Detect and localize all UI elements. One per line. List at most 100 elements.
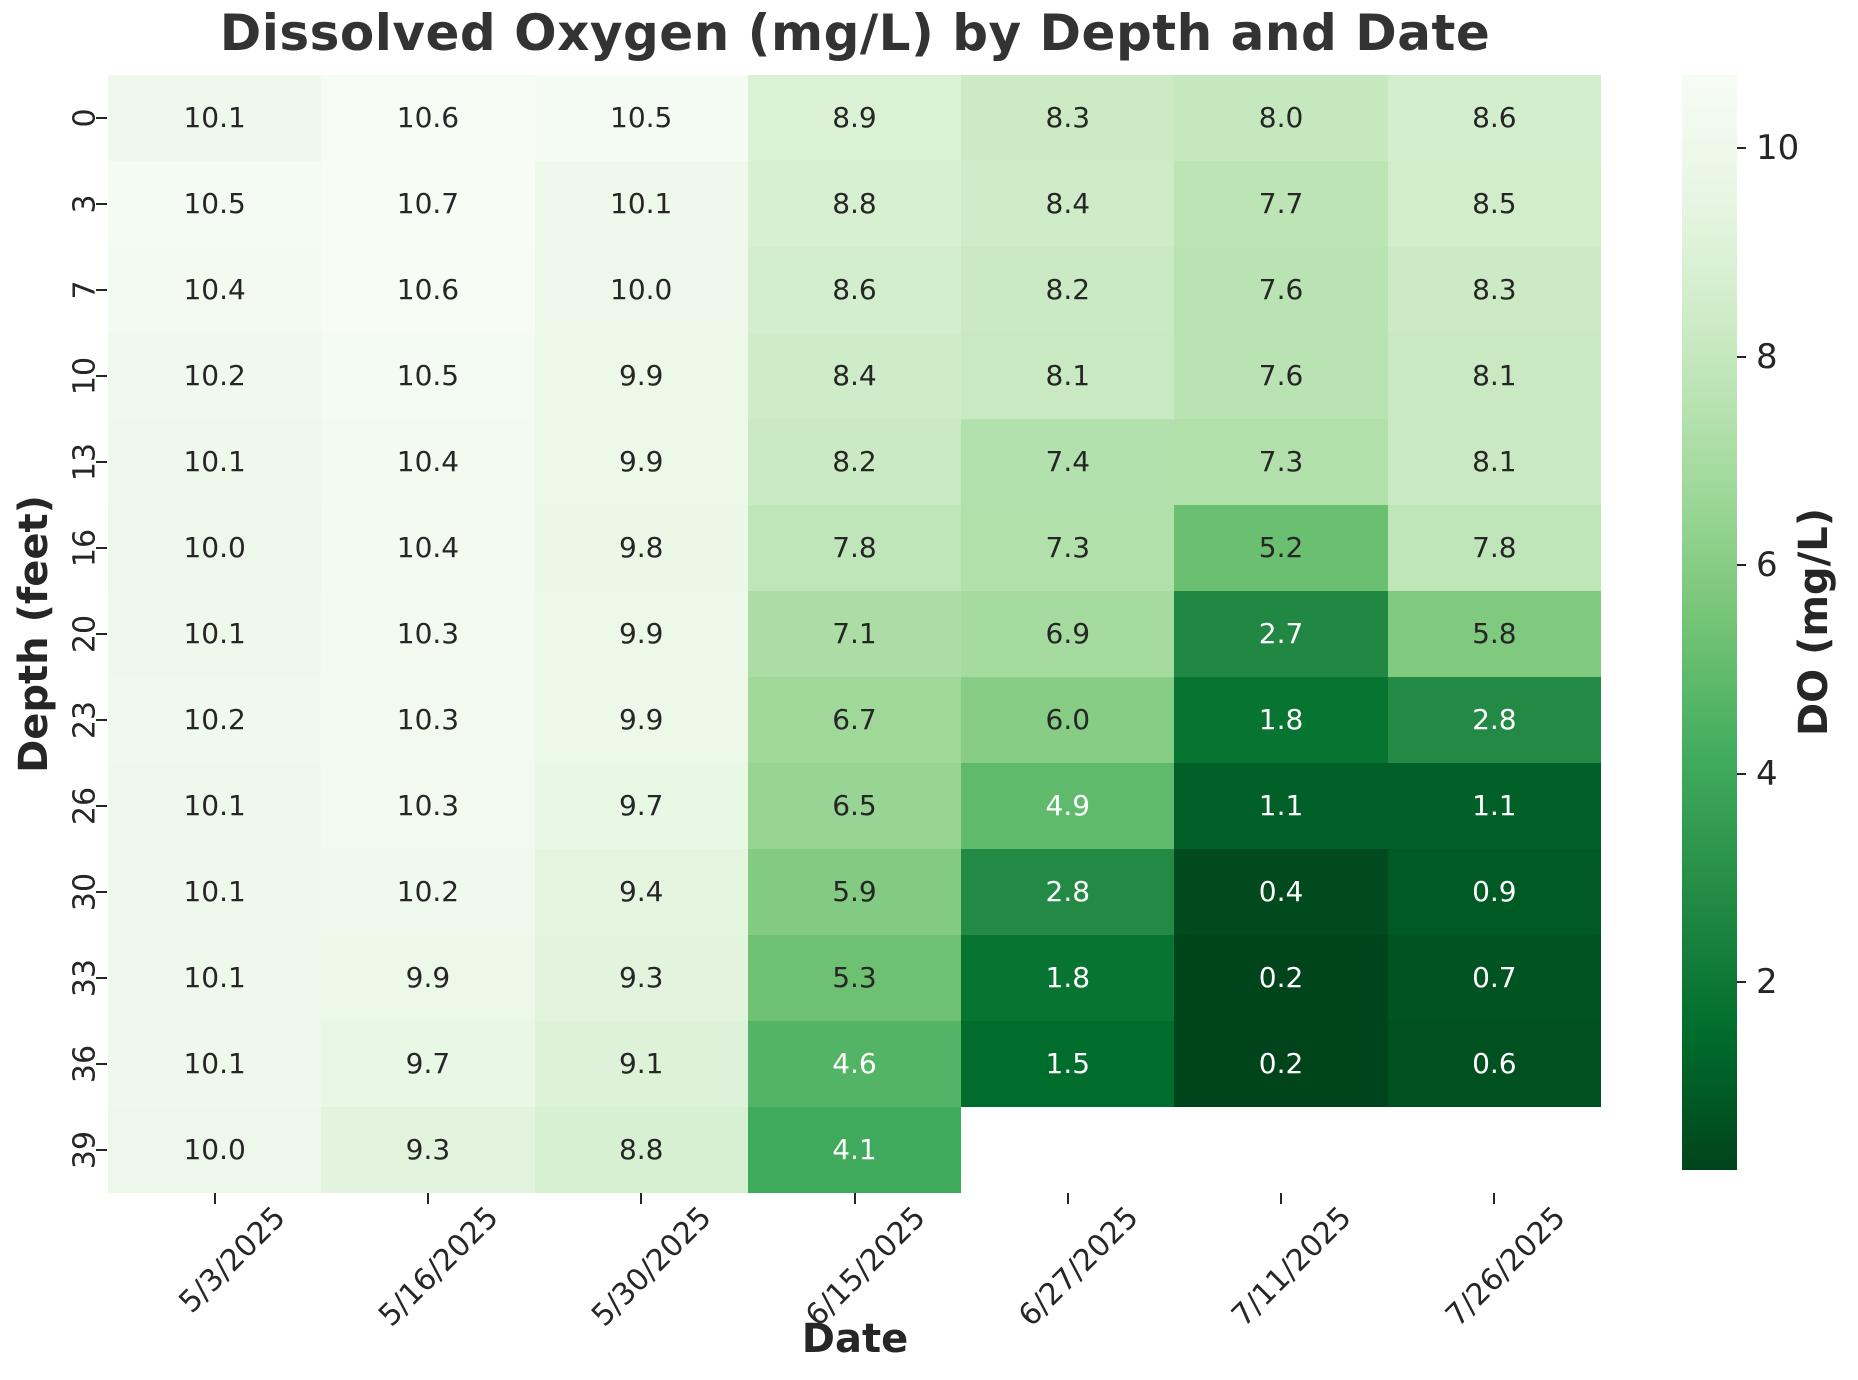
- cell-value: 6.5: [832, 789, 877, 822]
- heatmap-cell: 10.4: [321, 505, 535, 591]
- y-tick-mark: [96, 203, 107, 205]
- heatmap-cell: 7.4: [961, 419, 1175, 505]
- heatmap-cell: 7.8: [1387, 505, 1601, 591]
- x-tick-mark: [1493, 1193, 1496, 1204]
- cell-value: 8.5: [1472, 187, 1517, 220]
- heatmap-cell: 10.2: [321, 849, 535, 935]
- heatmap-cell: 0.4: [1174, 849, 1388, 935]
- cell-value: 8.6: [832, 273, 877, 306]
- heatmap-cell: 8.5: [1387, 161, 1601, 247]
- heatmap-cell: 8.2: [961, 247, 1175, 333]
- heatmap-cell: 10.1: [108, 763, 322, 849]
- heatmap-cell: 2.8: [961, 849, 1175, 935]
- cell-value: 8.1: [1045, 359, 1091, 392]
- heatmap-cell: 8.4: [747, 333, 962, 419]
- colorbar-tick-mark: [1737, 147, 1746, 149]
- heatmap-cell: 10.1: [108, 591, 322, 677]
- cell-value: 10.1: [183, 101, 246, 134]
- colorbar-tick-label: 8: [1756, 336, 1778, 377]
- x-tick-mark: [1066, 1193, 1069, 1204]
- heatmap-cell: 0.9: [1387, 849, 1601, 935]
- cell-value: 8.3: [1472, 273, 1517, 306]
- colorbar-gradient: [1682, 75, 1737, 1170]
- x-tick-mark: [213, 1193, 216, 1204]
- cell-value: 7.4: [1045, 445, 1091, 478]
- heatmap-cell: 7.8: [747, 505, 962, 591]
- cell-value: 8.4: [832, 359, 877, 392]
- colorbar-tick-mark: [1737, 564, 1746, 567]
- cell-value: 0.4: [1258, 875, 1304, 908]
- cell-value: 8.1: [1472, 359, 1517, 392]
- heatmap-cell: 10.2: [108, 677, 322, 763]
- cell-value: 10.3: [396, 703, 460, 736]
- x-tick-label: 7/26/2025: [1438, 1200, 1573, 1334]
- x-tick-mark: [1280, 1193, 1283, 1204]
- cell-value: 9.1: [618, 1047, 664, 1080]
- cell-value: 7.8: [832, 531, 877, 564]
- heatmap-cell: 1.8: [961, 935, 1175, 1021]
- heatmap-cell: 10.0: [108, 505, 322, 591]
- heatmap-cell: 9.9: [534, 333, 748, 419]
- heatmap-cell: 8.4: [961, 161, 1175, 247]
- heatmap-cell: 0.2: [1174, 1021, 1388, 1107]
- heatmap-cell: 8.8: [534, 1107, 748, 1193]
- cell-value: 0.7: [1472, 961, 1517, 994]
- heatmap-cell: 7.7: [1174, 161, 1388, 247]
- heatmap-cell: 5.8: [1387, 591, 1601, 677]
- heatmap-cell: 9.7: [321, 1021, 535, 1107]
- x-tick-label: 7/11/2025: [1225, 1200, 1359, 1334]
- cell-value: 7.7: [1258, 187, 1304, 220]
- heatmap-cell: 8.1: [1387, 419, 1601, 505]
- cell-value: 10.5: [610, 101, 673, 134]
- heatmap-cell: 10.2: [108, 333, 322, 419]
- x-tick-label: 5/16/2025: [372, 1200, 506, 1334]
- cell-value: 7.3: [1045, 531, 1091, 564]
- cell-value: 0.6: [1472, 1047, 1517, 1080]
- colorbar-tick-label: 4: [1756, 753, 1778, 794]
- cell-value: 10.6: [396, 101, 460, 134]
- cell-value: 10.0: [183, 1133, 246, 1166]
- cell-value: 8.8: [832, 187, 877, 220]
- heatmap-cell: 9.4: [534, 849, 748, 935]
- cell-value: 2.8: [1045, 875, 1091, 908]
- heatmap-cell: 9.9: [534, 677, 748, 763]
- cell-value: 1.8: [1045, 961, 1091, 994]
- y-tick-mark: [96, 117, 107, 119]
- heatmap-cell: 8.3: [1387, 247, 1601, 333]
- y-tick-mark: [96, 1149, 107, 1151]
- cell-value: 10.1: [183, 1047, 246, 1080]
- heatmap-cell: 4.6: [747, 1021, 962, 1107]
- heatmap-cell: 10.1: [108, 419, 322, 505]
- heatmap-cell: 8.6: [1387, 75, 1601, 161]
- heatmap-cell: 10.4: [321, 419, 535, 505]
- cell-value: 8.6: [1472, 101, 1517, 134]
- heatmap-cell: 9.9: [534, 419, 748, 505]
- heatmap-cell: 8.3: [961, 75, 1175, 161]
- cell-value: 10.2: [183, 359, 246, 392]
- heatmap-cell: 6.9: [961, 591, 1175, 677]
- cell-value: 10.4: [396, 531, 460, 564]
- cell-value: 9.3: [405, 1133, 451, 1166]
- heatmap-cell: 7.6: [1174, 247, 1388, 333]
- heatmap-cell: 5.2: [1174, 505, 1388, 591]
- y-tick-mark: [96, 633, 107, 635]
- cell-value: 4.6: [832, 1047, 877, 1080]
- heatmap-cell: 2.8: [1387, 677, 1601, 763]
- cell-value: 2.8: [1472, 703, 1517, 736]
- heatmap-cell: 8.8: [747, 161, 962, 247]
- heatmap-cell: 7.3: [961, 505, 1175, 591]
- heatmap-cell: 7.3: [1174, 419, 1388, 505]
- x-tick-mark: [853, 1193, 856, 1204]
- cell-value: 1.1: [1472, 789, 1517, 822]
- cell-value: 7.3: [1258, 445, 1304, 478]
- heatmap-cell: 1.1: [1174, 763, 1388, 849]
- heatmap-cell: 10.1: [534, 161, 748, 247]
- x-tick-label: 6/15/2025: [798, 1200, 933, 1334]
- cell-value: 1.5: [1045, 1047, 1091, 1080]
- y-tick-mark: [96, 289, 107, 291]
- cell-value: 8.4: [1045, 187, 1091, 220]
- heatmap-cell: 10.5: [108, 161, 322, 247]
- cell-value: 7.8: [1472, 531, 1517, 564]
- y-tick-mark: [96, 805, 107, 807]
